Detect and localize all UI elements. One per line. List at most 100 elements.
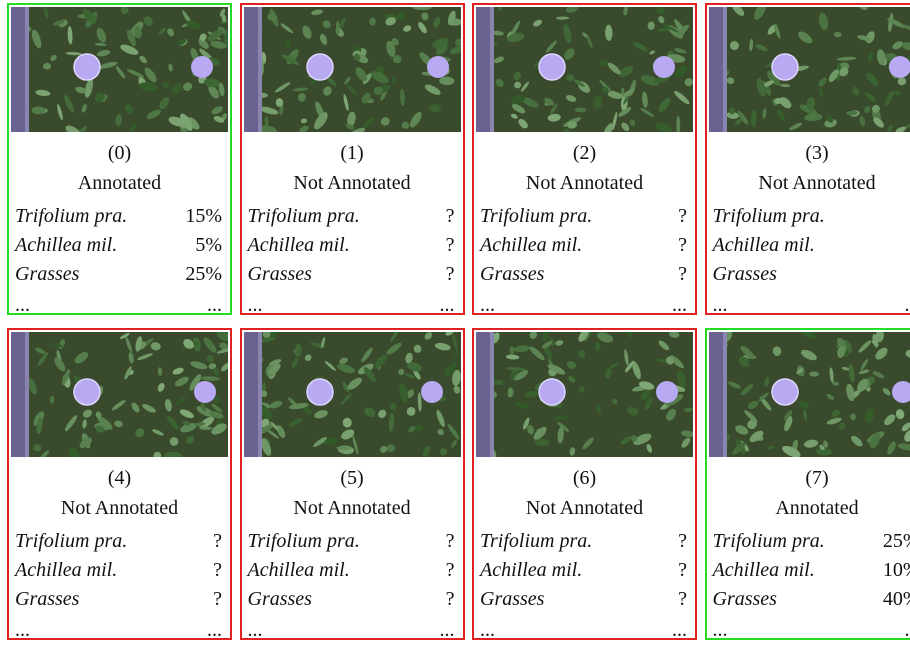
ellipsis: ... xyxy=(712,294,728,316)
sample-card: (6) Not Annotated Trifolium pra.? Achillea … xyxy=(472,328,697,642)
annotation-status: Not Annotated xyxy=(758,172,876,194)
species-cover: ? xyxy=(445,559,455,581)
species-row: Achillea mil.? xyxy=(15,559,222,582)
species-row: Trifolium pra.? xyxy=(480,205,687,228)
plot-photo xyxy=(476,7,693,132)
ellipsis: ... xyxy=(439,619,455,641)
more-row: ...... xyxy=(713,619,910,642)
species-name: Trifolium pra. xyxy=(480,205,593,227)
species-cover: ? xyxy=(213,588,222,610)
annotation-status: Not Annotated xyxy=(525,172,644,194)
more-row: ...... xyxy=(15,294,222,317)
annotation-status: Not Annotated xyxy=(525,497,644,519)
species-name: Grasses xyxy=(247,263,312,285)
species-name: Trifolium pra. xyxy=(247,530,360,552)
species-cover: ? xyxy=(445,530,455,552)
sample-index: (0) xyxy=(107,142,132,164)
species-row: Grasses? xyxy=(480,263,687,286)
species-name: Trifolium pra. xyxy=(712,530,825,552)
annotation-status: Annotated xyxy=(77,172,162,194)
ellipsis: ... xyxy=(207,294,222,316)
plot-photo xyxy=(243,7,461,132)
species-cover: ? xyxy=(678,234,687,256)
species-name: Grasses xyxy=(480,588,545,610)
species-row: Achillea mil.? xyxy=(713,234,910,257)
ellipsis: ... xyxy=(439,294,455,316)
species-row: Trifolium pra.? xyxy=(480,530,687,553)
species-cover: ? xyxy=(445,234,455,256)
sample-card: (7) Annotated Trifolium pra. 25% Achillea mi… xyxy=(704,328,910,642)
ellipsis: ... xyxy=(15,294,30,316)
species-name: Trifolium pra. xyxy=(15,205,128,227)
species-name: Grasses xyxy=(247,588,312,610)
species-name: Achillea mil. xyxy=(712,559,815,581)
species-row: Trifolium pra. 25% xyxy=(713,530,910,553)
species-cover: ? xyxy=(678,530,687,552)
plot-photo xyxy=(243,332,461,457)
more-row: ...... xyxy=(713,294,910,317)
species-name: Achillea mil. xyxy=(15,559,118,581)
sample-index: (3) xyxy=(805,142,829,164)
species-name: Trifolium pra. xyxy=(480,530,593,552)
species-row: Grasses? xyxy=(480,588,687,611)
ellipsis: ... xyxy=(712,619,728,641)
ellipsis: ... xyxy=(247,294,263,316)
species-row: Grasses 40% xyxy=(713,588,910,611)
species-row: Grasses 25% xyxy=(15,263,222,286)
species-row: Grasses? xyxy=(713,263,910,286)
more-row: ...... xyxy=(248,294,455,317)
sample-index: (6) xyxy=(572,467,597,489)
sample-index: (7) xyxy=(805,467,829,489)
species-row: Trifolium pra. 15% xyxy=(15,205,222,228)
ellipsis: ... xyxy=(904,294,910,316)
sample-card: (5) Not Annotated Trifolium pra.? Achillea … xyxy=(239,328,465,642)
species-cover: ? xyxy=(445,205,455,227)
ellipsis: ... xyxy=(480,294,495,316)
more-row: ...... xyxy=(248,619,455,642)
plot-photo xyxy=(11,332,228,457)
species-name: Grasses xyxy=(480,263,545,285)
species-cover: 5% xyxy=(195,234,222,256)
annotation-status: Not Annotated xyxy=(60,497,179,519)
ellipsis: ... xyxy=(207,619,222,641)
species-row: Trifolium pra.? xyxy=(248,530,455,553)
species-cover: 25% xyxy=(185,263,222,285)
ellipsis: ... xyxy=(672,619,687,641)
plot-photo xyxy=(708,332,910,457)
species-row: Achillea mil.? xyxy=(248,559,455,582)
species-name: Grasses xyxy=(15,263,80,285)
species-cover: ? xyxy=(213,530,222,552)
more-row: ...... xyxy=(15,619,222,642)
species-row: Trifolium pra.? xyxy=(248,205,455,228)
more-row: ...... xyxy=(480,619,687,642)
species-cover: ? xyxy=(678,263,687,285)
sample-index: (1) xyxy=(340,142,364,164)
sample-card: (2) Not Annotated Trifolium pra.? Achillea … xyxy=(472,3,697,316)
species-row: Grasses? xyxy=(248,588,455,611)
sample-card: (3) Not Annotated Trifolium pra.? Achillea … xyxy=(704,3,910,317)
species-row: Achillea mil. 5% xyxy=(15,234,222,257)
ellipsis: ... xyxy=(247,619,263,641)
annotation-status: Annotated xyxy=(775,497,859,519)
species-name: Trifolium pra. xyxy=(15,530,128,552)
sample-card: (0) Annotated Trifolium pra. 15% Achillea mi… xyxy=(7,3,232,317)
species-name: Achillea mil. xyxy=(712,234,815,256)
ellipsis: ... xyxy=(904,619,910,641)
species-cover: 10% xyxy=(882,559,910,581)
plot-photo xyxy=(11,7,228,132)
sample-card: (4) Not Annotated Trifolium pra.? Achillea … xyxy=(7,328,232,642)
species-cover: ? xyxy=(445,263,455,285)
species-name: Achillea mil. xyxy=(15,234,118,256)
species-name: Grasses xyxy=(712,263,777,285)
species-row: Trifolium pra.? xyxy=(15,530,222,553)
species-name: Grasses xyxy=(712,588,777,610)
species-cover: 15% xyxy=(185,205,222,227)
species-cover: ? xyxy=(678,559,687,581)
species-cover: ? xyxy=(213,559,222,581)
species-cover: ? xyxy=(445,588,455,610)
sample-index: (4) xyxy=(107,467,132,489)
annotation-status: Not Annotated xyxy=(293,497,411,519)
sample-index: (2) xyxy=(572,142,597,164)
plot-photo xyxy=(476,332,693,457)
